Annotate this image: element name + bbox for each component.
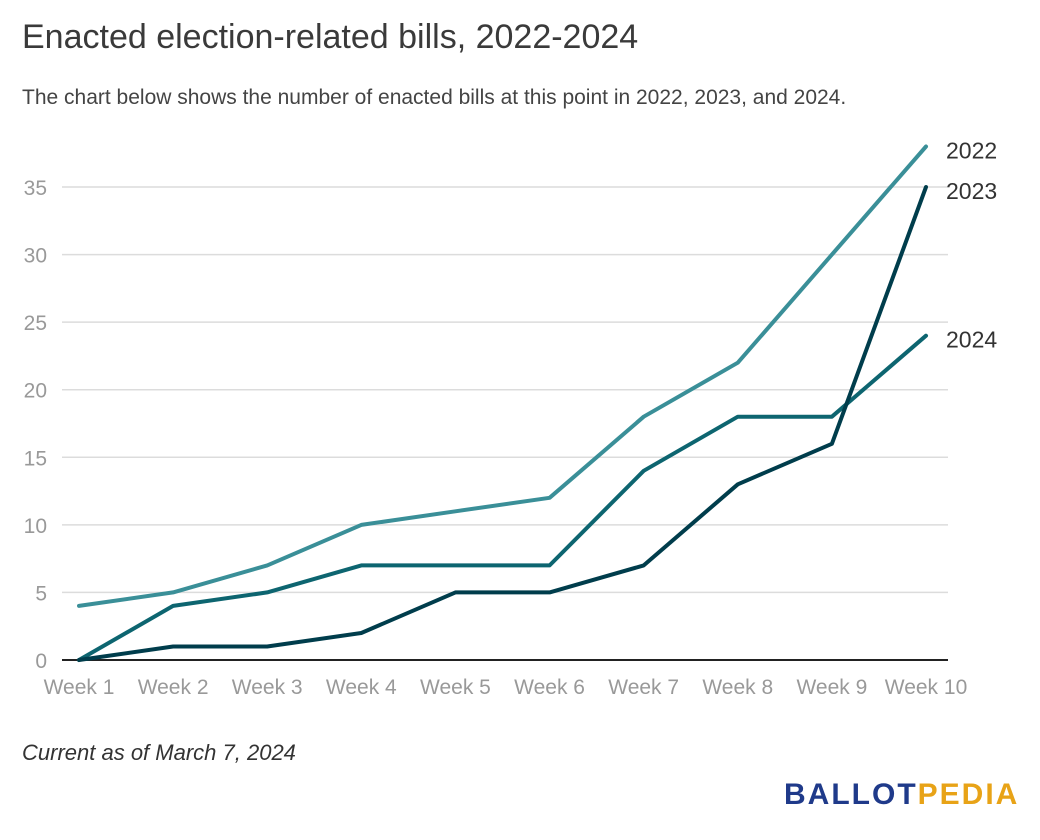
series-line-2024 — [77, 333, 928, 662]
footnote: Current as of March 7, 2024 — [22, 740, 296, 765]
y-tick-label: 25 — [24, 312, 47, 335]
y-tick-label: 15 — [24, 447, 47, 470]
series-label-2022: 2022 — [946, 137, 997, 163]
x-tick-label: Week 9 — [796, 676, 867, 699]
series-label-2024: 2024 — [946, 327, 997, 353]
ballotpedia-logo: BALLOTPEDIA — [784, 778, 1019, 812]
y-axis-ticks: 0 5 10 15 20 25 30 35 — [24, 177, 47, 673]
logo-part-pedia: PEDIA — [917, 778, 1020, 811]
y-tick-label: 20 — [24, 380, 47, 403]
series-labels: 2022 2024 2023 — [946, 137, 997, 352]
x-tick-label: Week 7 — [608, 676, 679, 699]
logo-part-ballot: BALLOT — [784, 778, 918, 811]
series-line-2023 — [77, 185, 928, 662]
y-tick-label: 30 — [24, 245, 47, 268]
y-tick-label: 0 — [35, 650, 47, 673]
series-label-2023: 2023 — [946, 178, 997, 204]
x-tick-label: Week 8 — [702, 676, 773, 699]
x-tick-label: Week 10 — [885, 676, 968, 699]
x-tick-label: Week 1 — [44, 676, 115, 699]
gridlines — [62, 186, 948, 594]
x-tick-label: Week 6 — [514, 676, 585, 699]
x-tick-label: Week 4 — [326, 676, 397, 699]
y-tick-label: 35 — [24, 177, 47, 200]
y-tick-label: 5 — [35, 582, 47, 605]
chart-subtitle: The chart below shows the number of enac… — [22, 86, 847, 109]
x-tick-label: Week 5 — [420, 676, 491, 699]
y-tick-label: 10 — [24, 515, 47, 538]
chart-title: Enacted election-related bills, 2022-202… — [22, 18, 639, 56]
x-tick-label: Week 2 — [138, 676, 209, 699]
x-axis-ticks: Week 1 Week 2 Week 3 Week 4 Week 5 Week 6 Week… — [44, 676, 968, 699]
series-line-2022 — [77, 144, 928, 608]
series-lines — [77, 144, 928, 662]
x-tick-label: Week 3 — [232, 676, 303, 699]
